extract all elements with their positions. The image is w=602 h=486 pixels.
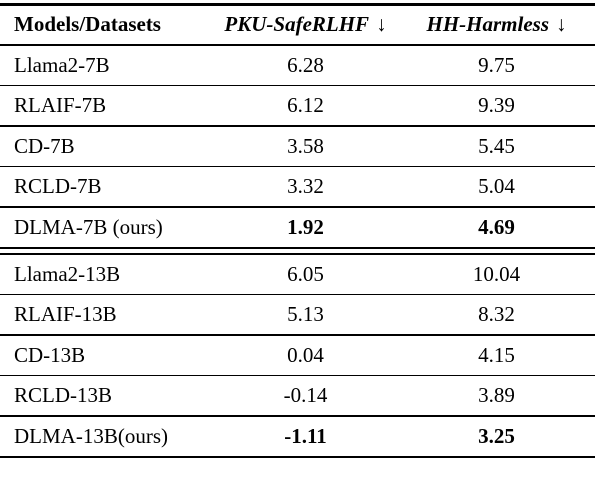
row-divider xyxy=(0,415,595,417)
pku-saferlhf-value: 1.92 xyxy=(287,214,324,239)
table-row: Llama2-13B 6.05 10.04 xyxy=(0,255,595,294)
pku-saferlhf-header: PKU-SafeRLHF ↓ xyxy=(213,14,398,35)
hh-harmless-header: HH-Harmless ↓ xyxy=(398,14,595,35)
model-name: RCLD-7B xyxy=(14,174,102,198)
model-name: CD-13B xyxy=(14,342,86,367)
model-name: DLMA-13B(ours) xyxy=(14,423,168,448)
down-arrow-icon: ↓ xyxy=(376,12,387,36)
pku-saferlhf-value: 6.12 xyxy=(287,93,324,117)
down-arrow-icon: ↓ xyxy=(556,12,567,36)
double-rule-gap xyxy=(0,248,595,253)
model-name: DLMA-7B (ours) xyxy=(14,214,163,239)
table-header-row: Models/Datasets PKU-SafeRLHF ↓ HH-Harmles… xyxy=(0,6,595,44)
pku-saferlhf-value: 6.28 xyxy=(287,52,324,77)
model-name: RLAIF-13B xyxy=(14,302,117,326)
pku-saferlhf-header-label: PKU-SafeRLHF xyxy=(224,12,370,36)
pku-saferlhf-value: -1.11 xyxy=(284,423,327,448)
section-divider-double-rule xyxy=(0,246,595,255)
table-row: CD-7B 3.58 5.45 xyxy=(0,127,595,166)
hh-harmless-value: 3.25 xyxy=(478,423,515,448)
hh-harmless-value: 4.15 xyxy=(478,342,515,367)
model-name: Llama2-13B xyxy=(14,261,121,286)
hh-harmless-value: 9.39 xyxy=(478,93,515,117)
table-row: Llama2-7B 6.28 9.75 xyxy=(0,46,595,85)
table-row-ours: DLMA-13B(ours) -1.11 3.25 xyxy=(0,417,595,456)
pku-saferlhf-value: -0.14 xyxy=(283,383,328,407)
table-row: CD-13B 0.04 4.15 xyxy=(0,336,595,375)
header-divider-rule xyxy=(0,43,595,46)
row-divider xyxy=(0,293,595,295)
model-name: CD-7B xyxy=(14,133,75,158)
pku-saferlhf-value: 3.58 xyxy=(287,133,324,158)
table-top-rule xyxy=(0,3,595,6)
results-table: Models/Datasets PKU-SafeRLHF ↓ HH-Harmles… xyxy=(0,3,595,458)
hh-harmless-header-label: HH-Harmless xyxy=(426,12,549,36)
hh-harmless-value: 5.04 xyxy=(478,174,515,198)
double-rule-bottom-bar xyxy=(0,252,595,255)
hh-harmless-value: 4.69 xyxy=(478,214,515,239)
table-row: RCLD-7B 3.32 5.04 xyxy=(0,167,595,206)
row-divider xyxy=(0,84,595,86)
pku-saferlhf-value: 0.04 xyxy=(287,342,324,367)
row-divider xyxy=(0,206,595,208)
hh-harmless-value: 5.45 xyxy=(478,133,515,158)
hh-harmless-value: 8.32 xyxy=(478,302,515,326)
models-datasets-header: Models/Datasets xyxy=(14,12,161,36)
model-name: RLAIF-7B xyxy=(14,93,107,117)
table-row: RCLD-13B -0.14 3.89 xyxy=(0,376,595,415)
hh-harmless-value: 9.75 xyxy=(478,52,515,77)
model-name: Llama2-7B xyxy=(14,52,110,77)
table-row-ours: DLMA-7B (ours) 1.92 4.69 xyxy=(0,208,595,247)
model-name: RCLD-13B xyxy=(14,383,113,407)
row-divider xyxy=(0,125,595,127)
row-divider xyxy=(0,334,595,336)
pku-saferlhf-value: 3.32 xyxy=(287,174,324,198)
double-rule-top-bar xyxy=(0,246,595,249)
hh-harmless-value: 10.04 xyxy=(472,261,521,286)
table-row: RLAIF-13B 5.13 8.32 xyxy=(0,295,595,334)
pku-saferlhf-value: 5.13 xyxy=(287,302,324,326)
table-bottom-rule xyxy=(0,455,595,458)
table-row: RLAIF-7B 6.12 9.39 xyxy=(0,86,595,125)
hh-harmless-value: 3.89 xyxy=(478,383,515,407)
pku-saferlhf-value: 6.05 xyxy=(287,261,324,286)
row-divider xyxy=(0,374,595,376)
row-divider xyxy=(0,165,595,167)
